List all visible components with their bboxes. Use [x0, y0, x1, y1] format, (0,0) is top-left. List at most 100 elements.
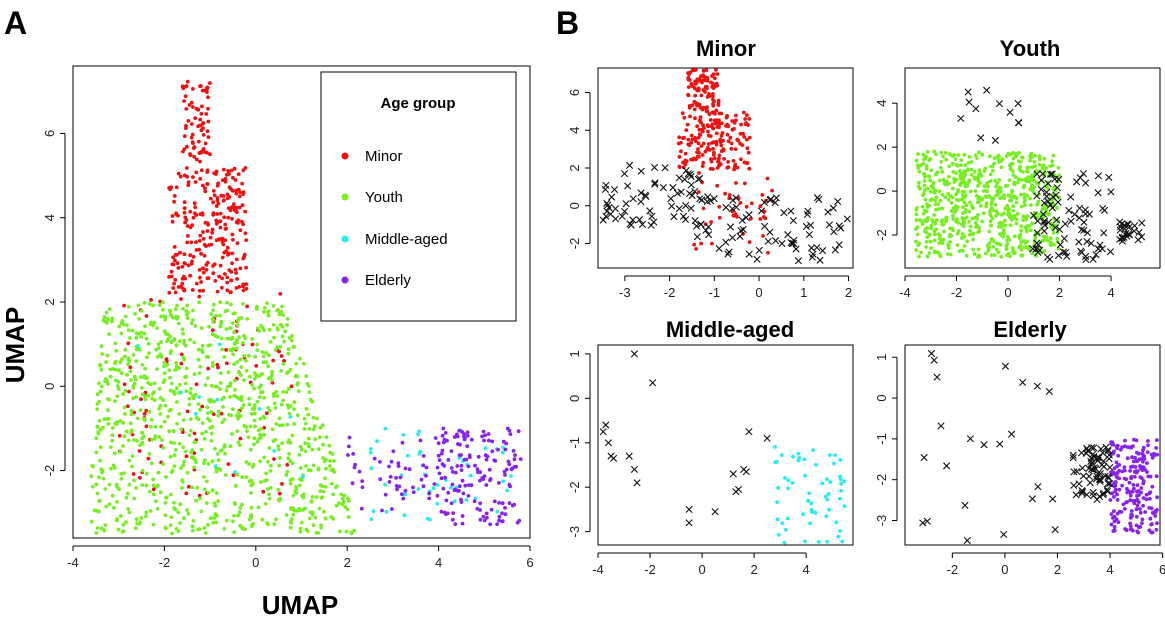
data-point-minor: [223, 222, 228, 227]
data-point-youth: [161, 398, 166, 403]
data-point-elderly: [465, 430, 470, 435]
data-point-youth: [218, 324, 223, 329]
data-point-other: [1125, 223, 1133, 232]
data-point-other: [1138, 219, 1146, 227]
data-point-minor: [700, 127, 704, 132]
data-point-other: [1082, 252, 1090, 261]
data-point-youth: [116, 379, 121, 384]
data-point-elderly: [1132, 486, 1136, 491]
data-point-youth: [960, 197, 964, 202]
data-point-youth: [914, 227, 918, 231]
data-point-elderly: [466, 494, 471, 498]
data-point-youth: [920, 222, 925, 227]
data-point-youth: [181, 445, 186, 450]
data-point-youth: [197, 371, 202, 375]
data-point-other: [764, 237, 772, 245]
data-point-youth: [327, 443, 332, 448]
data-point-youth: [979, 174, 984, 178]
data-point-youth: [135, 416, 140, 421]
data-point-youth: [940, 169, 945, 174]
data-point-youth: [994, 213, 998, 218]
data-point-youth: [927, 158, 931, 163]
data-point-youth: [128, 421, 133, 426]
data-point-youth: [972, 252, 977, 256]
data-point-other: [627, 221, 635, 229]
data-point-elderly: [503, 512, 508, 517]
data-point-youth: [106, 397, 110, 401]
data-point-minor: [693, 136, 698, 140]
data-point-youth: [123, 389, 128, 393]
data-point-minor: [272, 457, 276, 461]
data-point-elderly: [1130, 455, 1134, 460]
data-point-youth: [1041, 238, 1046, 243]
data-point-minor: [234, 271, 239, 275]
data-point-middle-aged: [416, 432, 420, 437]
data-point-minor: [236, 218, 241, 223]
data-point-elderly: [1141, 481, 1146, 486]
data-point-elderly: [503, 473, 507, 477]
data-point-youth: [172, 453, 177, 458]
data-point-youth: [147, 302, 152, 306]
data-point-youth: [293, 374, 298, 379]
data-point-other: [816, 256, 824, 264]
data-point-elderly: [1155, 438, 1159, 442]
data-point-youth: [164, 526, 168, 531]
data-point-other: [1019, 378, 1027, 387]
plot-frame-middle-aged: [597, 344, 854, 546]
data-point-youth: [265, 487, 270, 491]
data-point-elderly: [462, 457, 467, 462]
data-point-youth: [283, 329, 288, 334]
data-point-minor: [138, 475, 142, 480]
data-point-minor: [749, 201, 754, 206]
data-point-other: [1075, 480, 1083, 488]
data-point-other: [1072, 491, 1080, 499]
data-point-elderly: [476, 470, 480, 475]
data-point-middle-aged: [827, 507, 831, 512]
data-point-elderly: [450, 482, 455, 487]
data-point-minor: [205, 260, 210, 265]
data-point-minor: [282, 359, 286, 363]
data-point-minor: [277, 491, 282, 496]
data-point-elderly: [481, 429, 486, 434]
data-point-other: [729, 470, 737, 478]
data-point-youth: [963, 163, 968, 168]
data-point-minor: [208, 81, 212, 85]
data-point-youth: [122, 434, 127, 439]
data-point-minor: [191, 175, 195, 180]
data-point-youth: [256, 505, 261, 510]
data-point-youth: [242, 378, 246, 382]
data-point-youth: [235, 429, 240, 433]
data-point-youth: [220, 420, 225, 425]
data-point-elderly: [1121, 502, 1126, 507]
data-point-other: [687, 181, 695, 189]
data-point-youth: [153, 499, 158, 504]
data-point-youth: [241, 403, 246, 408]
data-point-youth: [97, 418, 102, 423]
data-point-minor: [170, 219, 175, 224]
data-point-youth: [170, 468, 175, 473]
data-point-elderly: [1141, 459, 1145, 464]
data-point-elderly: [497, 514, 502, 519]
data-point-youth: [110, 433, 115, 437]
data-point-youth: [328, 459, 332, 463]
data-point-youth: [119, 371, 124, 376]
data-point-minor: [699, 144, 704, 149]
data-point-youth: [924, 164, 929, 168]
data-point-youth: [993, 202, 998, 207]
data-point-youth: [278, 345, 283, 349]
data-point-minor: [234, 286, 239, 290]
data-point-other: [737, 227, 745, 235]
data-point-youth: [259, 426, 264, 431]
data-point-youth: [1001, 234, 1005, 239]
data-point-youth: [202, 526, 207, 530]
data-point-other: [732, 488, 740, 496]
data-point-other: [778, 239, 786, 248]
x-tick-label: 0: [698, 562, 705, 577]
data-point-youth: [982, 184, 987, 189]
data-point-youth: [947, 246, 951, 250]
data-point-elderly: [1132, 475, 1137, 479]
data-point-youth: [324, 457, 328, 462]
data-point-youth: [198, 496, 203, 501]
data-point-elderly: [1125, 500, 1129, 504]
